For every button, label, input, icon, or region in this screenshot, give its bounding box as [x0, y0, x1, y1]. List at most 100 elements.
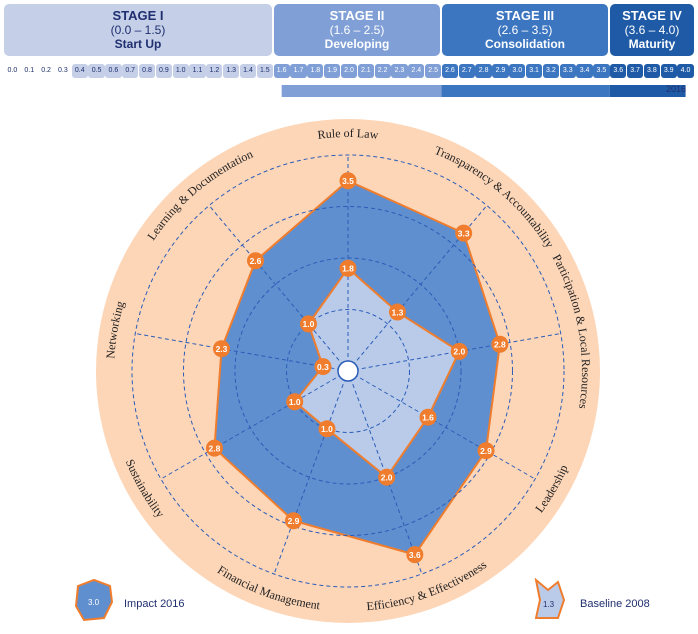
scale-tick: 1.5 — [256, 64, 273, 78]
baseline-point — [318, 420, 336, 438]
stage-3-name: Consolidation — [485, 37, 565, 51]
stage-2-box: STAGE II (1.6 – 2.5) Developing — [274, 4, 440, 56]
scale-tick: 2.3 — [391, 64, 408, 78]
impact-point — [339, 172, 357, 190]
scale-tick: 0.8 — [138, 64, 156, 78]
timeline-end-label: 2016 — [666, 84, 687, 94]
timeline-segment — [609, 85, 686, 97]
scale-tick: 3.3 — [559, 64, 576, 78]
scale-tick: 3.6 — [610, 64, 627, 78]
scale-ticks: 0.0 0.1 0.2 0.3 0.4 0.5 0.6 0.7 0.8 0.9 1.0 1.1 1.2 1… — [4, 64, 694, 78]
stage-1-range: (0.0 – 1.5) — [110, 23, 166, 37]
scale-tick: 1.0 — [172, 64, 189, 78]
stage-2-title: STAGE II — [329, 8, 385, 23]
data-label: 2.0 — [381, 472, 393, 482]
data-label: 2.3 — [216, 344, 228, 354]
scale-tick: 0.2 — [37, 64, 55, 78]
scale-tick: 2.9 — [492, 64, 509, 78]
impact-point — [477, 442, 495, 460]
grid-circle — [286, 309, 410, 433]
impact-point — [284, 512, 302, 530]
impact-point — [205, 439, 223, 457]
data-label: 0.3 — [317, 362, 329, 372]
stage-3-box: STAGE III (2.6 – 3.5) Consolidation — [442, 4, 608, 56]
data-label: 3.6 — [409, 550, 421, 560]
scale-tick: 3.8 — [643, 64, 660, 78]
scale-tick: 0.7 — [122, 64, 139, 78]
data-label: 3.5 — [342, 176, 354, 186]
timeline-bar — [281, 85, 686, 97]
scale-tick: 2.2 — [374, 64, 391, 78]
stage-header: STAGE I (0.0 – 1.5) Start Up STAGE II (1… — [4, 4, 694, 56]
scale-tick: 3.4 — [576, 64, 593, 78]
impact-point — [247, 252, 265, 270]
impact-point — [455, 224, 473, 242]
scale-tick: 3.7 — [626, 64, 644, 78]
scale-tick: 2.6 — [441, 64, 459, 78]
scale-tick: 1.3 — [223, 64, 240, 78]
baseline-point — [378, 468, 396, 486]
impact-point — [406, 546, 424, 564]
axis-spoke — [135, 332, 349, 372]
axis-spoke — [347, 205, 488, 372]
scale-tick: 2.8 — [475, 64, 492, 78]
data-label: 1.3 — [392, 307, 404, 317]
stage-4-title: STAGE IV — [622, 8, 682, 23]
scale-tick: 2.4 — [408, 64, 425, 78]
legend-baseline-swatch-icon — [534, 578, 566, 619]
scale-tick: 4.0 — [677, 64, 694, 78]
scale-tick: 1.6 — [273, 64, 290, 78]
timeline: 2008 2016 — [0, 82, 698, 100]
scale-tick: 0.3 — [54, 64, 72, 78]
data-label: 1.6 — [422, 412, 434, 422]
scale-tick: 1.7 — [290, 64, 307, 78]
axis-spoke — [160, 370, 349, 480]
axis-spoke — [273, 370, 349, 575]
axis-spoke — [347, 370, 536, 480]
axis-spoke — [208, 205, 349, 372]
baseline-point — [299, 315, 317, 333]
scale-tick: 1.2 — [206, 64, 223, 78]
legend-impact-sample: 3.0 — [88, 598, 100, 607]
legend-baseline-label: Baseline 2008 — [580, 598, 650, 610]
baseline-2008-area — [293, 267, 461, 479]
data-label: 2.8 — [209, 443, 221, 453]
grid-circle — [183, 206, 513, 536]
scale-tick: 0.4 — [71, 64, 88, 78]
timeline-segment — [281, 85, 442, 97]
data-label: 1.8 — [342, 264, 354, 274]
stage-1-name: Start Up — [114, 37, 162, 51]
scale-tick: 2.7 — [458, 64, 475, 78]
scale-tick: 1.1 — [189, 64, 206, 78]
scale-tick: 0.5 — [88, 64, 105, 78]
stage-4-box: STAGE IV (3.6 – 4.0) Maturity — [610, 4, 694, 56]
data-label: 1.0 — [303, 319, 315, 329]
grid-circle — [234, 257, 462, 485]
baseline-point — [450, 342, 468, 360]
data-label: 3.3 — [458, 228, 470, 238]
radar-chart: 3.5 3.3 2.8 2.9 3.6 2.9 2.8 2.3 2.6 1.8 1.3 2.0 1.6 2… — [96, 119, 600, 623]
scale-tick: 1.8 — [307, 64, 324, 78]
data-label: 2.6 — [250, 256, 262, 266]
baseline-point — [286, 393, 304, 411]
baseline-point — [339, 259, 357, 277]
data-label: 2.8 — [494, 339, 506, 349]
scale-tick: 2.1 — [357, 64, 374, 78]
legend-baseline-sample: 1.3 — [543, 600, 555, 609]
data-label: 1.0 — [289, 397, 301, 407]
impact-point — [213, 340, 231, 358]
scale-tick: 3.1 — [525, 64, 543, 78]
scale-tick: 0.6 — [105, 64, 122, 78]
scale-tick: 0.0 — [4, 64, 21, 78]
baseline-point — [419, 408, 437, 426]
stage-3-range: (2.6 – 3.5) — [497, 23, 553, 37]
scale-tick: 0.1 — [21, 64, 38, 78]
data-label: 1.0 — [321, 424, 333, 434]
scale-tick: 3.0 — [509, 64, 526, 78]
data-label: 2.9 — [480, 446, 492, 456]
stage-4-range: (3.6 – 4.0) — [624, 23, 680, 37]
stage-2-name: Developing — [324, 37, 390, 51]
scale-tick: 2.5 — [425, 64, 442, 78]
baseline-point — [314, 358, 332, 376]
scale-tick: 1.9 — [324, 64, 341, 78]
